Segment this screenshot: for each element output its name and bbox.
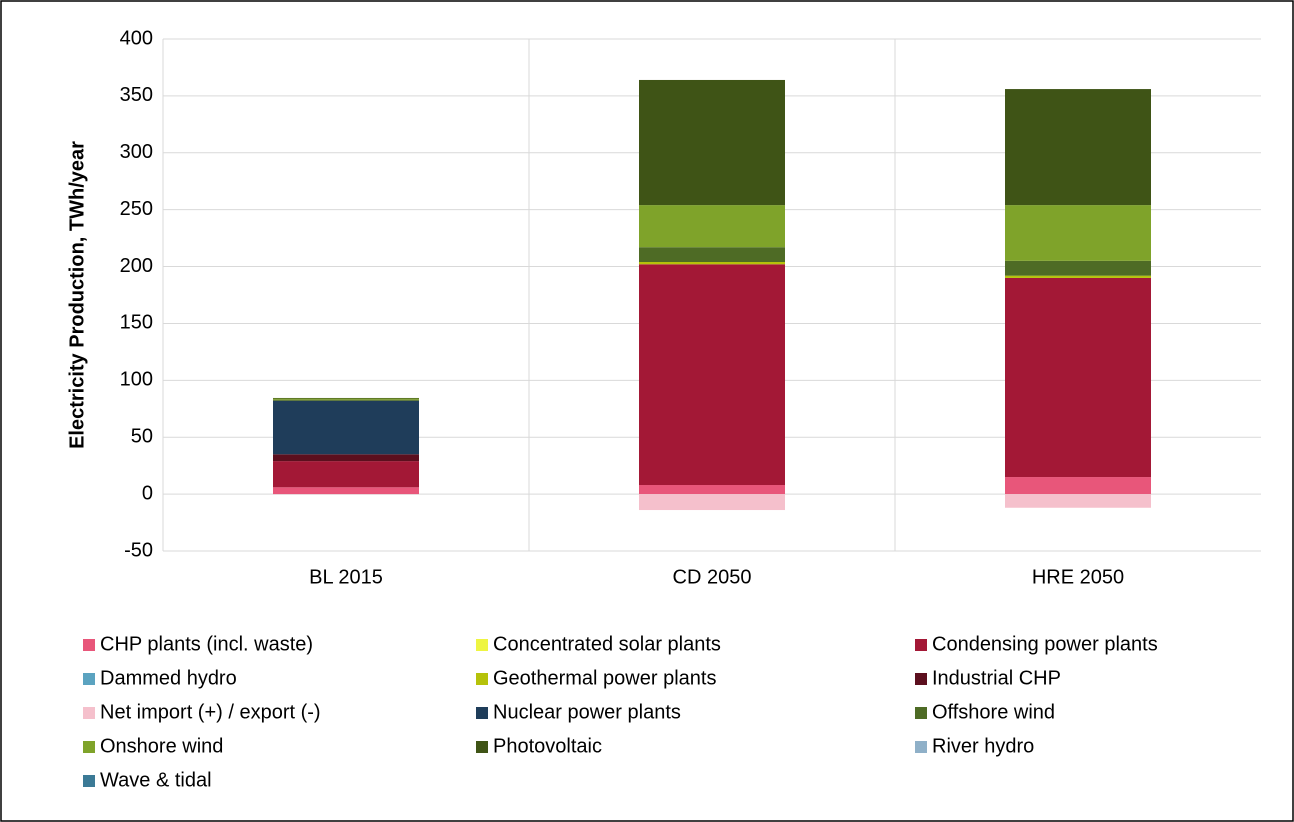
legend-swatch (83, 741, 95, 753)
legend-label: Industrial CHP (932, 667, 1061, 689)
bar-segment (1005, 260, 1151, 276)
bar-segment (1005, 277, 1151, 478)
legend-swatch (476, 639, 488, 651)
legend-swatch (476, 673, 488, 685)
x-tick-label: CD 2050 (673, 566, 752, 588)
legend-swatch (476, 741, 488, 753)
y-tick-label: 200 (120, 255, 153, 277)
y-tick-label: 350 (120, 84, 153, 106)
legend-label: Onshore wind (100, 735, 223, 757)
legend-label: Wave & tidal (100, 769, 212, 791)
bar-segment (273, 487, 419, 495)
legend-label: Geothermal power plants (493, 667, 716, 689)
legend-swatch (915, 639, 927, 651)
y-tick-label: 250 (120, 198, 153, 220)
legend-swatch (915, 707, 927, 719)
bar-segment (639, 79, 785, 206)
legend-label: Dammed hydro (100, 667, 237, 689)
legend-label: River hydro (932, 735, 1034, 757)
legend-swatch (83, 673, 95, 685)
bar-segment (1005, 89, 1151, 206)
y-tick-label: 150 (120, 312, 153, 334)
y-tick-label: 300 (120, 141, 153, 163)
legend-swatch (83, 639, 95, 651)
bar-segment (639, 205, 785, 248)
y-tick-label: 50 (131, 426, 153, 448)
legend-label: Net import (+) / export (-) (100, 701, 321, 723)
legend-swatch (476, 707, 488, 719)
y-tick-label: -50 (124, 539, 153, 561)
bar-segment (639, 485, 785, 495)
legend-swatch (915, 673, 927, 685)
bar-segment (273, 400, 419, 455)
x-tick-label: HRE 2050 (1032, 566, 1124, 588)
legend-label: Nuclear power plants (493, 701, 681, 723)
bar-segment (639, 264, 785, 486)
bar-segment (1005, 275, 1151, 278)
bar-segment (1005, 205, 1151, 261)
legend-label: Offshore wind (932, 701, 1055, 723)
bar-segment (273, 399, 419, 401)
bar-segment (639, 262, 785, 265)
bar-segment (273, 461, 419, 488)
bar-segment (1005, 477, 1151, 495)
legend-swatch (915, 741, 927, 753)
bar-segment (273, 454, 419, 462)
y-tick-label: 0 (142, 482, 153, 504)
bar-segment (273, 398, 419, 400)
bar-segment (273, 397, 419, 399)
y-tick-label: 100 (120, 369, 153, 391)
bar-segment (639, 247, 785, 263)
legend-label: Condensing power plants (932, 633, 1158, 655)
x-tick-label: BL 2015 (309, 566, 383, 588)
bar-segment (1005, 494, 1151, 508)
legend-swatch (83, 775, 95, 787)
y-axis-label: Electricity Production, TWh/year (66, 141, 88, 449)
legend-label: CHP plants (incl. waste) (100, 633, 313, 655)
legend-label: Photovoltaic (493, 735, 602, 757)
y-tick-label: 400 (120, 27, 153, 49)
bar-segment (639, 494, 785, 511)
legend-label: Concentrated solar plants (493, 633, 721, 655)
legend-swatch (83, 707, 95, 719)
